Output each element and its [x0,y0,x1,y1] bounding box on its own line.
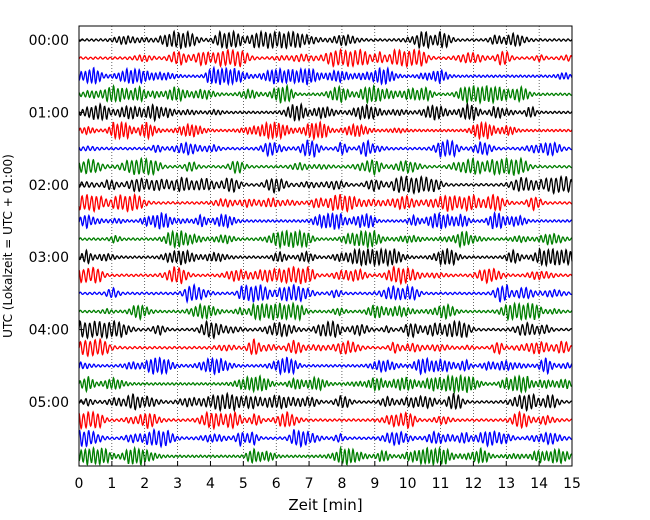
trace-0000 [78,29,573,50]
trace-0545 [78,445,573,467]
trace-0530 [78,427,573,449]
trace-0130 [78,138,573,158]
trace-0115 [78,120,573,142]
x-tick-label: 4 [206,476,215,492]
trace-0030 [78,65,573,87]
x-tick-label: 0 [75,476,84,492]
x-tick-label: 11 [432,476,450,492]
x-tick-label: 6 [272,476,281,492]
trace-0315 [78,265,573,286]
y-tick-label: 02:00 [29,178,69,194]
x-tick-label: 8 [337,476,346,492]
x-tick-label: 9 [370,476,379,492]
y-tick-label: 00:00 [29,33,69,49]
trace-0445 [78,373,573,395]
y-tick-label: 05:00 [29,395,69,411]
traces [78,29,573,467]
y-axis: 00:00 01:00 02:00 03:00 04:00 05:00 [29,33,84,411]
x-tick-label: 5 [239,476,248,492]
trace-0230 [78,211,573,231]
x-tick-label: 12 [464,476,482,492]
x-tick-label: 14 [530,476,548,492]
trace-0015 [78,47,573,69]
y-tick-label: 04:00 [29,323,69,339]
x-tick-label: 1 [107,476,116,492]
x-axis-label: Zeit [min] [288,496,362,514]
trace-0145 [78,156,573,177]
trace-0200 [78,174,573,195]
trace-0215 [78,192,573,214]
trace-0345 [78,301,573,322]
x-tick-label: 3 [173,476,182,492]
trace-0300 [78,247,573,268]
y-tick-label: 01:00 [29,105,69,121]
trace-0500 [78,391,573,413]
grid [111,26,540,466]
trace-0045 [78,83,573,105]
y-axis-label: UTC (Lokalzeit = UTC + 01:00) [1,154,15,338]
y-tick-label: 03:00 [29,250,69,266]
plot-frame [78,25,573,467]
trace-0515 [78,410,573,431]
trace-0430 [78,356,573,376]
x-tick-label: 13 [497,476,515,492]
trace-0100 [78,102,573,123]
trace-0400 [78,319,573,340]
x-axis: 0 1 2 3 4 5 6 7 8 9 10 11 12 13 14 15 [75,461,581,492]
x-tick-label: 10 [399,476,417,492]
trace-0245 [78,228,573,250]
x-tick-label: 2 [140,476,149,492]
x-tick-label: 15 [563,476,581,492]
trace-0415 [78,337,573,358]
x-tick-label: 7 [305,476,314,492]
trace-0330 [78,283,573,304]
